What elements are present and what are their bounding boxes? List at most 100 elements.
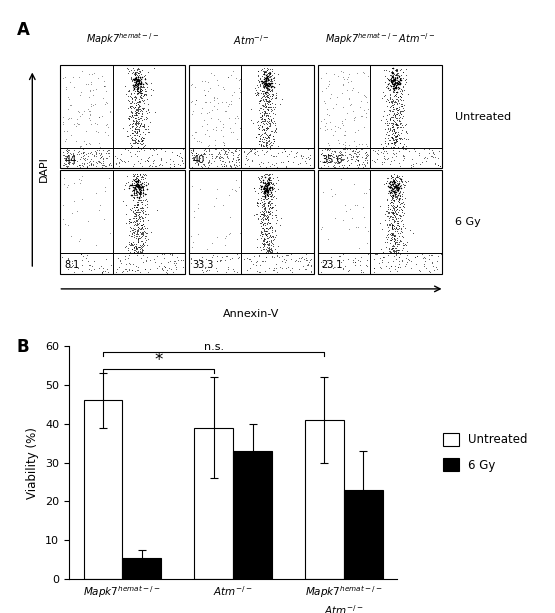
Point	[267, 85, 276, 95]
Point	[75, 161, 84, 170]
Point	[137, 197, 146, 207]
Point	[387, 261, 396, 271]
Point	[130, 137, 139, 147]
Point	[317, 149, 326, 159]
Point	[390, 183, 398, 193]
Point	[138, 128, 147, 137]
Point	[138, 213, 147, 223]
Point	[257, 76, 266, 86]
Point	[316, 162, 325, 172]
Point	[291, 255, 300, 265]
Point	[393, 216, 402, 226]
Point	[263, 96, 272, 105]
Point	[264, 74, 273, 84]
Point	[134, 108, 143, 118]
Point	[393, 247, 402, 257]
Point	[130, 182, 139, 192]
Point	[106, 107, 115, 116]
Point	[60, 72, 69, 82]
Point	[421, 256, 430, 266]
Point	[134, 192, 143, 202]
Point	[392, 78, 401, 88]
Point	[268, 202, 277, 211]
Point	[345, 150, 354, 159]
Point	[133, 139, 142, 148]
Point	[131, 176, 140, 186]
Point	[132, 116, 140, 126]
Point	[269, 118, 278, 128]
Point	[78, 158, 87, 167]
Point	[400, 240, 409, 250]
Point	[79, 153, 88, 163]
Point	[319, 157, 328, 167]
Point	[133, 234, 142, 244]
Point	[130, 133, 139, 143]
Point	[372, 249, 381, 259]
Point	[135, 224, 144, 234]
Point	[397, 101, 406, 110]
Point	[199, 115, 208, 125]
Point	[255, 124, 264, 134]
Point	[259, 189, 268, 199]
Point	[231, 147, 240, 156]
Point	[135, 78, 144, 88]
Point	[264, 74, 273, 84]
Point	[99, 156, 108, 166]
Point	[130, 126, 139, 136]
Point	[385, 229, 394, 239]
Point	[390, 149, 398, 159]
Point	[395, 194, 403, 204]
Point	[388, 78, 397, 88]
Point	[68, 256, 77, 266]
Point	[132, 85, 141, 95]
Point	[261, 186, 270, 196]
Point	[170, 260, 179, 270]
Point	[260, 128, 269, 138]
Point	[392, 88, 401, 97]
Point	[258, 134, 267, 144]
Point	[265, 118, 274, 128]
Point	[220, 145, 229, 155]
Point	[259, 189, 268, 199]
Point	[388, 205, 397, 215]
Point	[102, 254, 110, 264]
Point	[393, 94, 402, 104]
Point	[347, 150, 356, 160]
Point	[264, 93, 273, 103]
Point	[95, 157, 104, 167]
Point	[388, 118, 397, 128]
Point	[79, 154, 88, 164]
Point	[369, 263, 378, 273]
Point	[265, 64, 274, 74]
Point	[140, 189, 149, 199]
Point	[123, 94, 132, 104]
Point	[263, 211, 271, 221]
Point	[222, 97, 231, 107]
Point	[350, 112, 359, 122]
Point	[396, 202, 405, 212]
Point	[386, 142, 395, 152]
Point	[196, 149, 205, 159]
Point	[134, 124, 143, 134]
Point	[427, 151, 436, 161]
Point	[125, 264, 134, 274]
Point	[388, 69, 397, 78]
Point	[132, 67, 140, 77]
Point	[133, 81, 142, 91]
Point	[143, 199, 152, 209]
Point	[345, 140, 354, 150]
Point	[168, 249, 176, 259]
Point	[273, 172, 281, 182]
Point	[395, 98, 404, 108]
Point	[271, 93, 280, 102]
Point	[134, 126, 143, 136]
Point	[273, 215, 282, 224]
Point	[139, 121, 148, 131]
Point	[133, 221, 142, 230]
Point	[360, 159, 369, 169]
Point	[245, 147, 254, 157]
Point	[390, 175, 398, 185]
Point	[134, 126, 143, 136]
Point	[204, 107, 213, 117]
Point	[350, 148, 359, 158]
